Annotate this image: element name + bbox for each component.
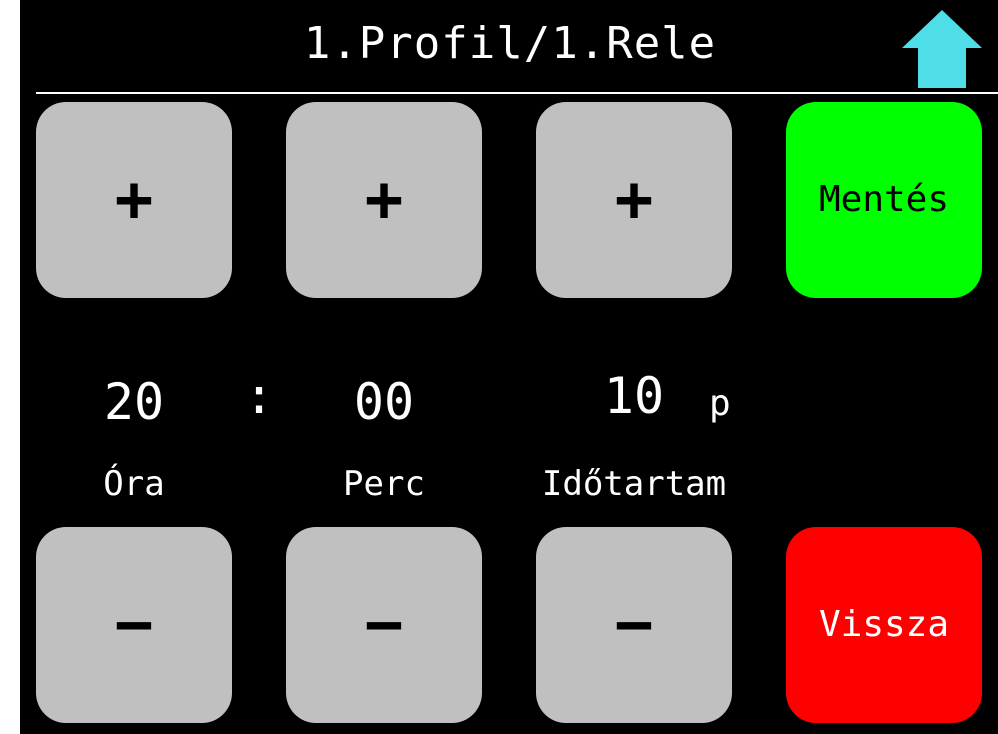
hour-decrement-button[interactable]: − bbox=[36, 527, 232, 723]
back-button-label: Vissza bbox=[818, 604, 950, 645]
up-arrow-icon bbox=[902, 10, 982, 88]
duration-decrement-button[interactable]: − bbox=[536, 527, 732, 723]
plus-icon: + bbox=[364, 163, 404, 237]
save-button-label: Mentés bbox=[818, 179, 950, 220]
page-title: 1.Profil/1.Rele bbox=[303, 18, 717, 69]
hour-label: Óra bbox=[103, 464, 165, 504]
minute-increment-button[interactable]: + bbox=[286, 102, 482, 298]
minute-decrement-button[interactable]: − bbox=[286, 527, 482, 723]
plus-icon: + bbox=[114, 163, 154, 237]
time-separator: : bbox=[243, 367, 275, 425]
duration-unit: p bbox=[709, 383, 731, 424]
minute-label: Perc bbox=[343, 464, 425, 504]
header-divider bbox=[36, 92, 998, 94]
minute-value: 00 bbox=[353, 373, 415, 431]
minus-icon: − bbox=[114, 588, 154, 662]
save-button[interactable]: Mentés bbox=[786, 102, 982, 298]
duration-value: 10 bbox=[603, 367, 665, 425]
minus-icon: − bbox=[364, 588, 404, 662]
plus-icon: + bbox=[614, 163, 654, 237]
back-button[interactable]: Vissza bbox=[786, 527, 982, 723]
hour-value: 20 bbox=[103, 373, 165, 431]
home-button[interactable] bbox=[900, 8, 984, 90]
minus-icon: − bbox=[614, 588, 654, 662]
duration-label: Időtartam bbox=[541, 464, 727, 504]
hour-increment-button[interactable]: + bbox=[36, 102, 232, 298]
duration-increment-button[interactable]: + bbox=[536, 102, 732, 298]
